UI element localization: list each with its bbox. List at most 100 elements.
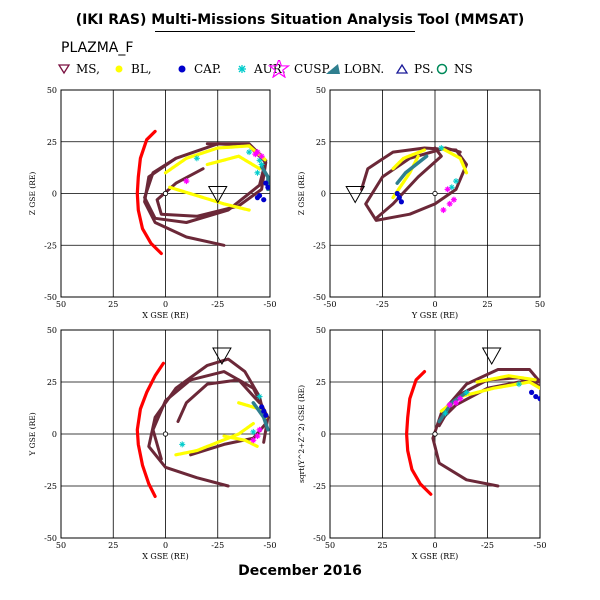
x-tick-label: 25 [108,300,118,309]
aur-point [448,184,455,191]
cusp-point [446,401,453,408]
x-tick-label: 25 [108,541,118,550]
y-tick-label: -25 [44,482,57,491]
wedge-icon [326,64,340,74]
x-tick-label: 0 [432,541,437,550]
aur-point [246,149,253,156]
cusp-point [440,207,447,214]
bl-segment [222,434,260,449]
star-icon [268,60,291,78]
legend: MS, BL, CAP. AUR. CUSP. LOBN. PS. NS [56,60,576,80]
ms-marker [212,347,232,365]
data-layer [360,144,469,222]
bl-segment [174,422,255,457]
aur-point [453,178,459,185]
lobn-segment [437,390,469,424]
x-tick-label: 50 [535,300,545,309]
orbit-track [360,146,468,222]
y-tick-label: 50 [47,326,57,335]
cap-point [398,199,404,205]
ms-marker [481,347,502,365]
data-layer [135,129,270,256]
x-tick-label: -50 [264,300,277,309]
data-layer [135,357,270,498]
panel-1: 50 25 0 -25 -50 -50 -25 0 25 50 X GSE (RE) Z GSE (R… [28,86,276,320]
earth-marker [432,431,438,437]
legend-label: AUR. [254,62,286,76]
cap-point [265,184,270,190]
x-tick-label: 50 [56,541,66,550]
x-tick-label: -25 [481,541,494,550]
y-tick-label: 25 [47,378,57,387]
y-tick-label: 25 [316,378,326,387]
orbit-track [431,368,540,488]
x-axis-label: X GSE (RE) [142,311,189,320]
panel-2: -50 -25 0 25 50 -50 -25 0 25 50 Y GSE (RE) Z GSE (R… [297,86,545,320]
cap-point [529,389,535,395]
cap-point [533,393,539,400]
y-tick-label: -50 [313,534,326,543]
y-tick-label: 0 [52,190,57,199]
cusp-point [457,395,464,402]
x-tick-label: 0 [163,300,168,309]
mission-name: PLAZMA_F [61,40,134,56]
ms-marker [207,186,228,204]
aur-point [438,144,445,151]
aur-point [463,389,470,396]
y-tick-label: 25 [316,138,326,147]
bl-segment [439,146,469,175]
legend-label: BL, [131,62,152,76]
triangle-down-icon [57,64,71,75]
aur-point [179,441,186,448]
aur-point [250,428,257,435]
cap-point [261,197,267,203]
y-tick-label: -25 [44,241,57,250]
triangle-up-icon [395,63,409,74]
x-tick-label: 25 [377,541,387,550]
panel-4: 50 25 0 -25 -50 -50 -25 0 25 50 X GSE (RE) sqrt(Y^2… [297,326,546,561]
y-tick-label: 0 [321,190,326,199]
y-tick-label: 0 [52,430,57,439]
y-tick-label: -50 [313,293,326,302]
aur-point [258,161,265,168]
cusp-point [444,186,451,193]
cusp-point [258,153,265,160]
cap-point [537,396,540,402]
x-tick-label: -25 [211,300,224,309]
bl-segment [163,144,268,175]
y-tick-label: 50 [316,86,326,95]
magnetopause-boundary [135,129,163,256]
legend-label: CUSP. [294,62,331,76]
lobn-segment [395,154,429,185]
x-tick-label: -25 [211,541,224,550]
lobn-segment [251,401,270,432]
panel-3: 50 25 0 -25 -50 -50 -25 0 25 50 X GSE (RE) Y GSE (R… [28,326,276,561]
asterisk-icon [238,65,246,73]
x-tick-label: 0 [163,541,168,550]
y-tick-label: -25 [313,482,326,491]
y-tick-label: 25 [47,138,57,147]
x-tick-label: 0 [432,300,437,309]
y-axis-label: Z GSE (RE) [297,172,306,216]
cusp-point [446,200,453,207]
x-tick-label: -50 [264,541,277,550]
aur-point [516,381,522,388]
dot-icon [178,65,186,73]
x-axis-label: Y GSE (RE) [411,311,458,320]
cap-point [261,408,267,414]
x-tick-label: -50 [534,541,547,550]
y-tick-label: 0 [321,430,326,439]
circle-icon [436,63,448,75]
aur-point [256,157,263,164]
cap-point [394,190,400,197]
bl-segment [391,148,427,171]
cusp-point [453,399,459,406]
magnetopause-boundary [405,370,433,496]
x-tick-label: 50 [56,300,66,309]
dot-icon [115,65,123,73]
cap-point [263,412,269,418]
x-axis-label: X GSE (RE) [412,552,459,561]
y-tick-label: 50 [316,326,326,335]
cap-point [396,195,402,201]
cusp-point [450,196,457,203]
